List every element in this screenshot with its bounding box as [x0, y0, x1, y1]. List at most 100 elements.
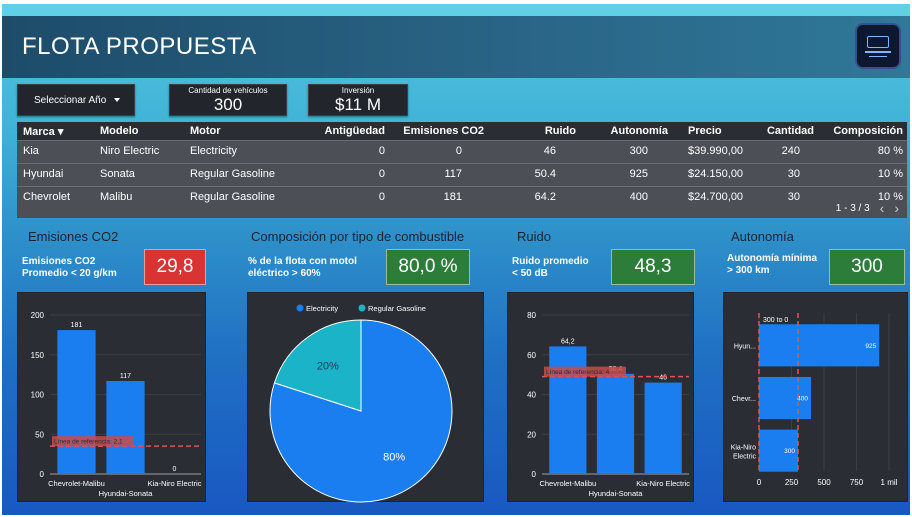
chevron-left-icon[interactable]: ‹ — [879, 200, 885, 216]
investment-kpi: Inversión $11 M — [308, 84, 408, 116]
y-tick-label: 100 — [31, 391, 45, 400]
reference-label: Línea de referencia: 2,1 — [54, 439, 123, 446]
col-motor[interactable]: Motor — [190, 125, 221, 137]
table-cell: 10 % — [877, 168, 903, 180]
pie-value-label: 80% — [383, 452, 405, 464]
composition-desc-line1: % de la flota con motol — [248, 256, 357, 267]
col-marca[interactable]: Marca ▾ — [23, 126, 64, 138]
composition-title: Composición por tipo de combustible — [251, 229, 465, 244]
noise-desc-line1: Ruido promedio — [512, 256, 589, 267]
bar — [549, 346, 587, 474]
legend-label: Regular Gasoline — [368, 304, 426, 313]
x-tick-label: Chevrolet-Malibu — [539, 479, 596, 488]
table-row[interactable]: Kia Niro Electric Electricity 0 0 46 300… — [17, 140, 907, 162]
year-select-label: Seleccionar Año — [34, 94, 107, 106]
reference-label-bg — [761, 314, 793, 324]
col-antiguedad[interactable]: Antigüedad — [324, 125, 386, 137]
bar — [57, 330, 96, 474]
investment-label: Inversión — [341, 85, 375, 95]
composition-chart-panel: Electricity Regular Gasoline 80% 20% — [247, 292, 484, 503]
y-tick-label: 60 — [527, 351, 536, 360]
x-tick-label: 500 — [817, 478, 831, 487]
pie-slice — [273, 319, 362, 412]
x-tick-label: 250 — [785, 478, 799, 487]
chevron-right-icon[interactable]: › — [894, 200, 899, 216]
table-cell: 30 — [787, 168, 800, 180]
emissions-title: Emisiones CO2 — [28, 229, 119, 244]
y-tick-label: 0 — [532, 470, 537, 479]
table-cell: 0 — [455, 145, 462, 157]
emissions-bar-chart: 0 50 100 150 200 181 117 0 Línea de referencia: … — [31, 311, 202, 498]
col-precio[interactable]: Precio — [688, 125, 722, 137]
y-tick-label: 150 — [31, 351, 45, 360]
bar-value-label: 925 — [865, 343, 876, 350]
legend-swatch — [296, 304, 304, 312]
bar — [106, 380, 145, 474]
col-modelo[interactable]: Modelo — [100, 125, 139, 137]
bar-value-label: 400 — [797, 396, 808, 403]
col-emisiones[interactable]: Emisiones CO2 — [403, 125, 484, 137]
bar-value-label: 300 — [784, 448, 795, 455]
composition-kpi: 80,0 % — [386, 249, 470, 285]
year-select[interactable]: Seleccionar Año — [17, 84, 135, 116]
y-tick-label: Electric — [733, 454, 756, 461]
y-tick-label: 20 — [527, 430, 536, 439]
composition-desc-line2: eléctrico > 60% — [248, 268, 321, 279]
table-cell: 0 — [378, 191, 385, 203]
vehicles-label: Cantidad de vehículos — [188, 85, 268, 95]
vehicles-kpi: Cantidad de vehículos 300 — [169, 84, 287, 116]
bar-value-label: 64,2 — [561, 338, 575, 345]
investment-value: $11 M — [335, 94, 381, 114]
bar-value-label: 181 — [71, 322, 83, 329]
table-cell: 50.4 — [534, 168, 556, 180]
legend-swatch — [358, 304, 366, 312]
y-tick-label: Chevr... — [732, 396, 756, 403]
legend-label: Electricity — [306, 304, 338, 313]
y-tick-label: 0 — [40, 470, 45, 479]
table-cell: $39.990,00 — [688, 145, 744, 157]
bar-value-label: 46 — [659, 375, 667, 382]
col-cantidad[interactable]: Cantidad — [766, 125, 814, 137]
vehicles-value: 300 — [213, 94, 243, 114]
emissions-kpi: 29,8 — [144, 249, 206, 285]
bar — [759, 324, 880, 367]
y-tick-label: 80 — [527, 311, 536, 320]
table-row[interactable]: Hyundai Sonata Regular Gasoline 0 117 50… — [17, 163, 907, 185]
table-cell: Regular Gasoline — [190, 191, 275, 203]
header-bar: FLOTA PROPUESTA — [2, 16, 910, 78]
composition-pie-chart: Electricity Regular Gasoline 80% 20% — [269, 304, 453, 503]
x-tick-label: Hyundai-Sonata — [99, 489, 154, 498]
reference-label-bg — [544, 366, 626, 377]
table-cell: 0 — [378, 168, 385, 180]
table-cell: 64.2 — [534, 191, 556, 203]
bar-value-label: 117 — [120, 373, 131, 380]
emissions-desc: Emisiones CO2 Promedio < 20 g/km — [22, 256, 117, 280]
table-cell: Hyundai — [23, 168, 64, 180]
emissions-desc-line1: Emisiones CO2 — [22, 256, 96, 267]
table-row[interactable]: Chevrolet Malibu Regular Gasoline 0 181 … — [17, 186, 907, 208]
col-ruido[interactable]: Ruido — [544, 125, 576, 137]
y-tick-label: 40 — [527, 391, 536, 400]
reference-label: 300 to 0 — [763, 317, 788, 324]
col-autonomia[interactable]: Autonomía — [610, 125, 668, 137]
table-cell: 46 — [543, 145, 556, 157]
top-strip — [2, 4, 910, 16]
table-cell: 0 — [378, 145, 385, 157]
table-header: Marca ▾ Modelo Motor Antigüedad Emisione… — [17, 122, 907, 140]
y-tick-label: 200 — [31, 311, 45, 320]
bar — [759, 429, 798, 472]
x-tick-label: Chevrolet-Malibu — [48, 479, 105, 488]
col-composicion[interactable]: Composición — [833, 125, 903, 137]
table-cell: 80 % — [877, 145, 903, 157]
caret-down-icon — [114, 98, 120, 102]
table-cell: Niro Electric — [100, 145, 160, 157]
table-cell: Sonata — [100, 168, 135, 180]
bar — [596, 373, 635, 474]
reference-label: Línea de referencia: 4 — [546, 369, 610, 376]
x-tick-label: Kia-Niro Electric — [636, 479, 690, 488]
company-logo — [855, 23, 901, 69]
autonomy-kpi: 300 — [829, 249, 905, 285]
noise-desc-line2: < 50 dB — [512, 268, 548, 279]
